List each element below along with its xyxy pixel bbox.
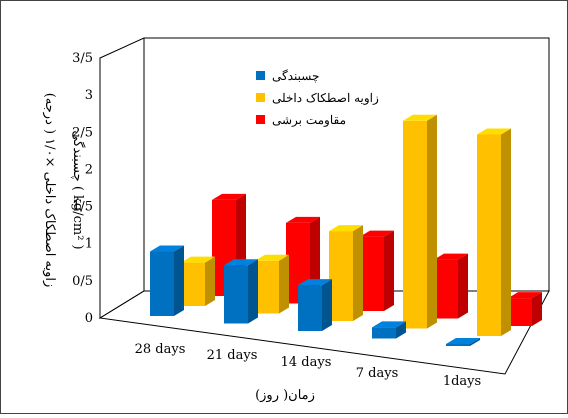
- x-category-label: 21 days: [207, 348, 258, 363]
- x-category-label: 28 days: [135, 342, 186, 357]
- bar-side: [427, 114, 437, 329]
- bar-front: [508, 298, 532, 326]
- bar: [224, 259, 258, 324]
- y-tick-label: 2: [85, 162, 93, 177]
- bar-top: [150, 245, 184, 252]
- bar: [329, 225, 363, 321]
- bar: [508, 292, 542, 326]
- bar-top: [446, 338, 480, 344]
- y-tick-label: 2/5: [72, 125, 93, 140]
- y-tick-label: 3/5: [72, 51, 93, 66]
- bar-side: [396, 321, 406, 339]
- bar-top: [255, 254, 289, 261]
- bar-side: [532, 292, 542, 326]
- y-tick-label: 0/5: [72, 274, 93, 289]
- bar-front: [477, 134, 501, 336]
- y-tick-label: 1/5: [72, 200, 93, 215]
- bar-side: [279, 254, 289, 314]
- legend-swatch: [256, 71, 265, 80]
- legend-label: زاویه اصطکاک داخلی: [272, 91, 379, 105]
- bar-top: [329, 225, 363, 232]
- bar-top: [360, 230, 394, 237]
- bar-top: [298, 279, 332, 286]
- bar: [360, 230, 394, 311]
- bar-side: [470, 338, 480, 346]
- bar-front: [329, 231, 353, 321]
- bar-top: [508, 292, 542, 299]
- x-category-labels: 28 days 21 days 14 days 7 days 1days: [135, 342, 482, 389]
- legend-label: چسبندگی: [272, 69, 319, 83]
- bar: [434, 253, 468, 319]
- legend-swatch: [256, 93, 265, 102]
- bar-front: [446, 344, 470, 346]
- x-axis-title: زمان( روز): [255, 388, 315, 403]
- y-axis-title-1: زاویه اصطکاک داخلی ×۱/۰ ( درجه): [42, 93, 57, 288]
- bar-series: [150, 114, 542, 346]
- bar-top: [212, 193, 246, 200]
- bar-top: [403, 114, 437, 121]
- bar-side: [501, 128, 511, 336]
- bar: [446, 338, 480, 346]
- legend-label: مقاومت برشی: [272, 113, 346, 127]
- bar-front: [360, 236, 384, 311]
- bar: [181, 256, 215, 306]
- bar-top: [477, 128, 511, 135]
- y-axis-title-1-group: زاویه اصطکاک داخلی ×۱/۰ ( درجه): [42, 93, 57, 288]
- bar-front: [224, 265, 248, 324]
- bar-top: [372, 321, 406, 328]
- legend-swatch: [256, 115, 265, 124]
- bar: [372, 321, 406, 339]
- bar-side: [458, 253, 468, 319]
- bar-top: [224, 259, 258, 266]
- y-axis-title-2-group: چسبندگی ( kg/cm² ): [70, 130, 86, 249]
- bar-side: [248, 259, 258, 324]
- bar-front: [298, 285, 322, 331]
- bar: [255, 254, 289, 314]
- bar: [150, 245, 184, 316]
- bar-side: [322, 279, 332, 331]
- bar: [298, 279, 332, 331]
- y-tick-label: 1: [85, 237, 93, 252]
- x-category-label: 14 days: [281, 355, 332, 370]
- bar-side: [353, 225, 363, 321]
- bar-front: [150, 251, 174, 316]
- x-category-label: 7 days: [356, 366, 399, 381]
- bar-front: [434, 259, 458, 319]
- x-category-label: 1days: [443, 374, 481, 389]
- bar-side: [205, 256, 215, 306]
- y-tick-label: 0: [85, 311, 93, 326]
- bar-side: [384, 230, 394, 311]
- bar-front: [403, 120, 427, 329]
- bar-top: [434, 253, 468, 260]
- floor-outline: [98, 290, 550, 375]
- bar: [403, 114, 437, 329]
- plot-walls: [98, 37, 550, 375]
- bar-top: [286, 216, 320, 223]
- y-axis-title-2: چسبندگی ( kg/cm² ): [70, 130, 86, 249]
- bar-front: [255, 260, 279, 314]
- y-tick-labels: 0 0/5 1 1/5 2 2/5 3 3/5: [72, 51, 93, 326]
- bar-front: [181, 262, 205, 306]
- bar-top: [181, 256, 215, 263]
- y-tick-label: 3: [85, 88, 93, 103]
- bar-side: [174, 245, 184, 316]
- legend: چسبندگی زاویه اصطکاک داخلی مقاومت برشی: [256, 69, 379, 127]
- bar-front: [372, 327, 396, 339]
- bar: [477, 128, 511, 336]
